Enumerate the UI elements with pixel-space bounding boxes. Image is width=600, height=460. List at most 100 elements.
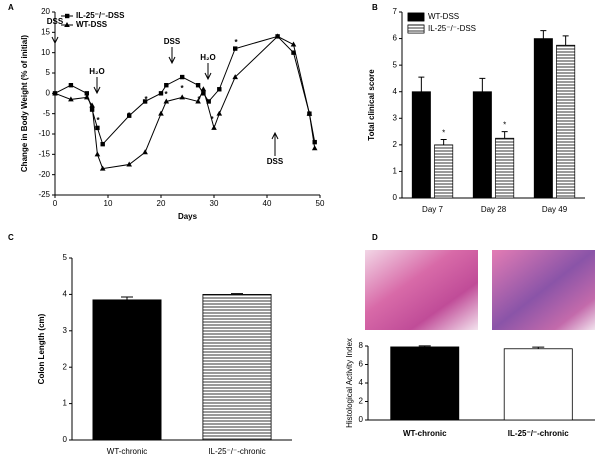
marker	[216, 110, 223, 116]
x-tick-label: 0	[53, 199, 58, 208]
y-tick-label: 6	[393, 34, 398, 43]
marker	[274, 33, 281, 39]
legend-label: IL-25⁻/⁻-DSS	[76, 11, 125, 20]
error-bar	[231, 293, 243, 295]
legend-marker	[65, 13, 70, 19]
error-bar	[532, 346, 545, 349]
marker	[95, 125, 100, 131]
x-tick-label: 40	[263, 199, 272, 208]
arrow	[204, 63, 212, 81]
y-tick-label: 2	[359, 397, 364, 406]
y-tick-label: 0	[46, 88, 51, 97]
y-tick-label: 15	[41, 27, 50, 36]
annotation: *	[127, 111, 131, 120]
marker	[89, 102, 95, 108]
x-tick-label: IL-25⁻/⁻-chronic	[208, 447, 265, 456]
y-tick-label: 2	[393, 140, 398, 149]
y-tick-label: 2	[63, 362, 68, 371]
marker	[126, 161, 132, 167]
y-tick-label: 4	[359, 378, 364, 387]
marker	[158, 110, 164, 116]
x-tick-label: 30	[210, 199, 219, 208]
marker	[142, 149, 148, 155]
marker	[180, 74, 185, 80]
marker	[163, 98, 170, 104]
bar	[556, 44, 576, 199]
arrow	[51, 27, 59, 45]
marker	[99, 165, 106, 171]
marker	[211, 124, 217, 130]
y-tick-label: -10	[38, 129, 50, 138]
error-bar	[479, 77, 486, 92]
histology-image	[365, 250, 478, 330]
y-tick-label: 10	[41, 48, 50, 57]
bar	[533, 38, 553, 199]
x-tick-label: WT-chronic	[403, 429, 447, 438]
marker	[142, 99, 148, 104]
legend-label: WT-DSS	[428, 12, 459, 21]
annotation: *	[503, 121, 506, 130]
bar	[434, 144, 454, 199]
annotation: *	[234, 38, 238, 47]
legend-swatch	[407, 12, 425, 22]
bar	[472, 91, 492, 199]
y-tick-label: 20	[41, 7, 50, 16]
marker	[179, 94, 185, 100]
annotation: *	[164, 90, 168, 99]
legend-label: WT-DSS	[76, 20, 108, 29]
x-tick-label: IL-25⁻/⁻-chronic	[508, 429, 569, 438]
arrow	[271, 131, 279, 156]
y-axis-label: Total clinical score	[367, 69, 376, 141]
x-tick-label: Day 28	[481, 205, 507, 214]
marker	[68, 96, 74, 102]
marker	[312, 139, 317, 145]
error-bar	[540, 30, 547, 39]
x-tick-label: WT-chronic	[107, 447, 147, 456]
annotation: DSS	[164, 37, 181, 46]
annotation: *	[197, 95, 201, 104]
error-bar	[418, 76, 425, 92]
panel-label: B	[372, 3, 378, 12]
bar	[503, 348, 573, 421]
panel-label: D	[372, 233, 378, 242]
marker	[100, 141, 105, 147]
legend-label: IL-25⁻/⁻-DSS	[428, 24, 476, 33]
marker	[291, 50, 296, 55]
error-bar	[121, 296, 133, 300]
y-tick-label: 5	[63, 253, 68, 262]
x-tick-label: Day 49	[542, 205, 568, 214]
marker	[233, 46, 238, 51]
marker	[200, 86, 207, 92]
annotation: *	[144, 95, 148, 104]
error-bar	[562, 35, 569, 46]
y-tick-label: 6	[359, 360, 364, 369]
arrow	[93, 77, 101, 95]
y-tick-label: 1	[393, 167, 398, 176]
annotation: H₂O	[89, 67, 105, 76]
panel-label: A	[8, 3, 14, 12]
annotation: H₂O	[200, 53, 216, 62]
annotation: *	[442, 129, 445, 138]
y-tick-label: 0	[393, 193, 398, 202]
marker	[158, 91, 164, 96]
legend-marker	[64, 22, 70, 27]
panel-label: C	[8, 233, 14, 242]
y-axis-label: Change in Body Weight (% of initial)	[20, 35, 29, 173]
histology-image	[492, 250, 595, 330]
marker	[94, 151, 101, 157]
marker	[68, 83, 74, 88]
marker	[306, 110, 313, 116]
bar	[202, 293, 272, 441]
y-tick-label: -20	[38, 170, 50, 179]
marker	[127, 113, 132, 118]
error-bar	[440, 139, 447, 145]
bar	[495, 137, 515, 199]
y-axis-label: Histological Activity Index	[345, 338, 354, 428]
annotation: *	[96, 116, 100, 125]
marker	[52, 90, 58, 96]
y-tick-label: -15	[38, 149, 50, 158]
arrow	[168, 47, 176, 65]
x-tick-label: 50	[316, 199, 325, 208]
x-axis-label: Days	[178, 212, 198, 221]
